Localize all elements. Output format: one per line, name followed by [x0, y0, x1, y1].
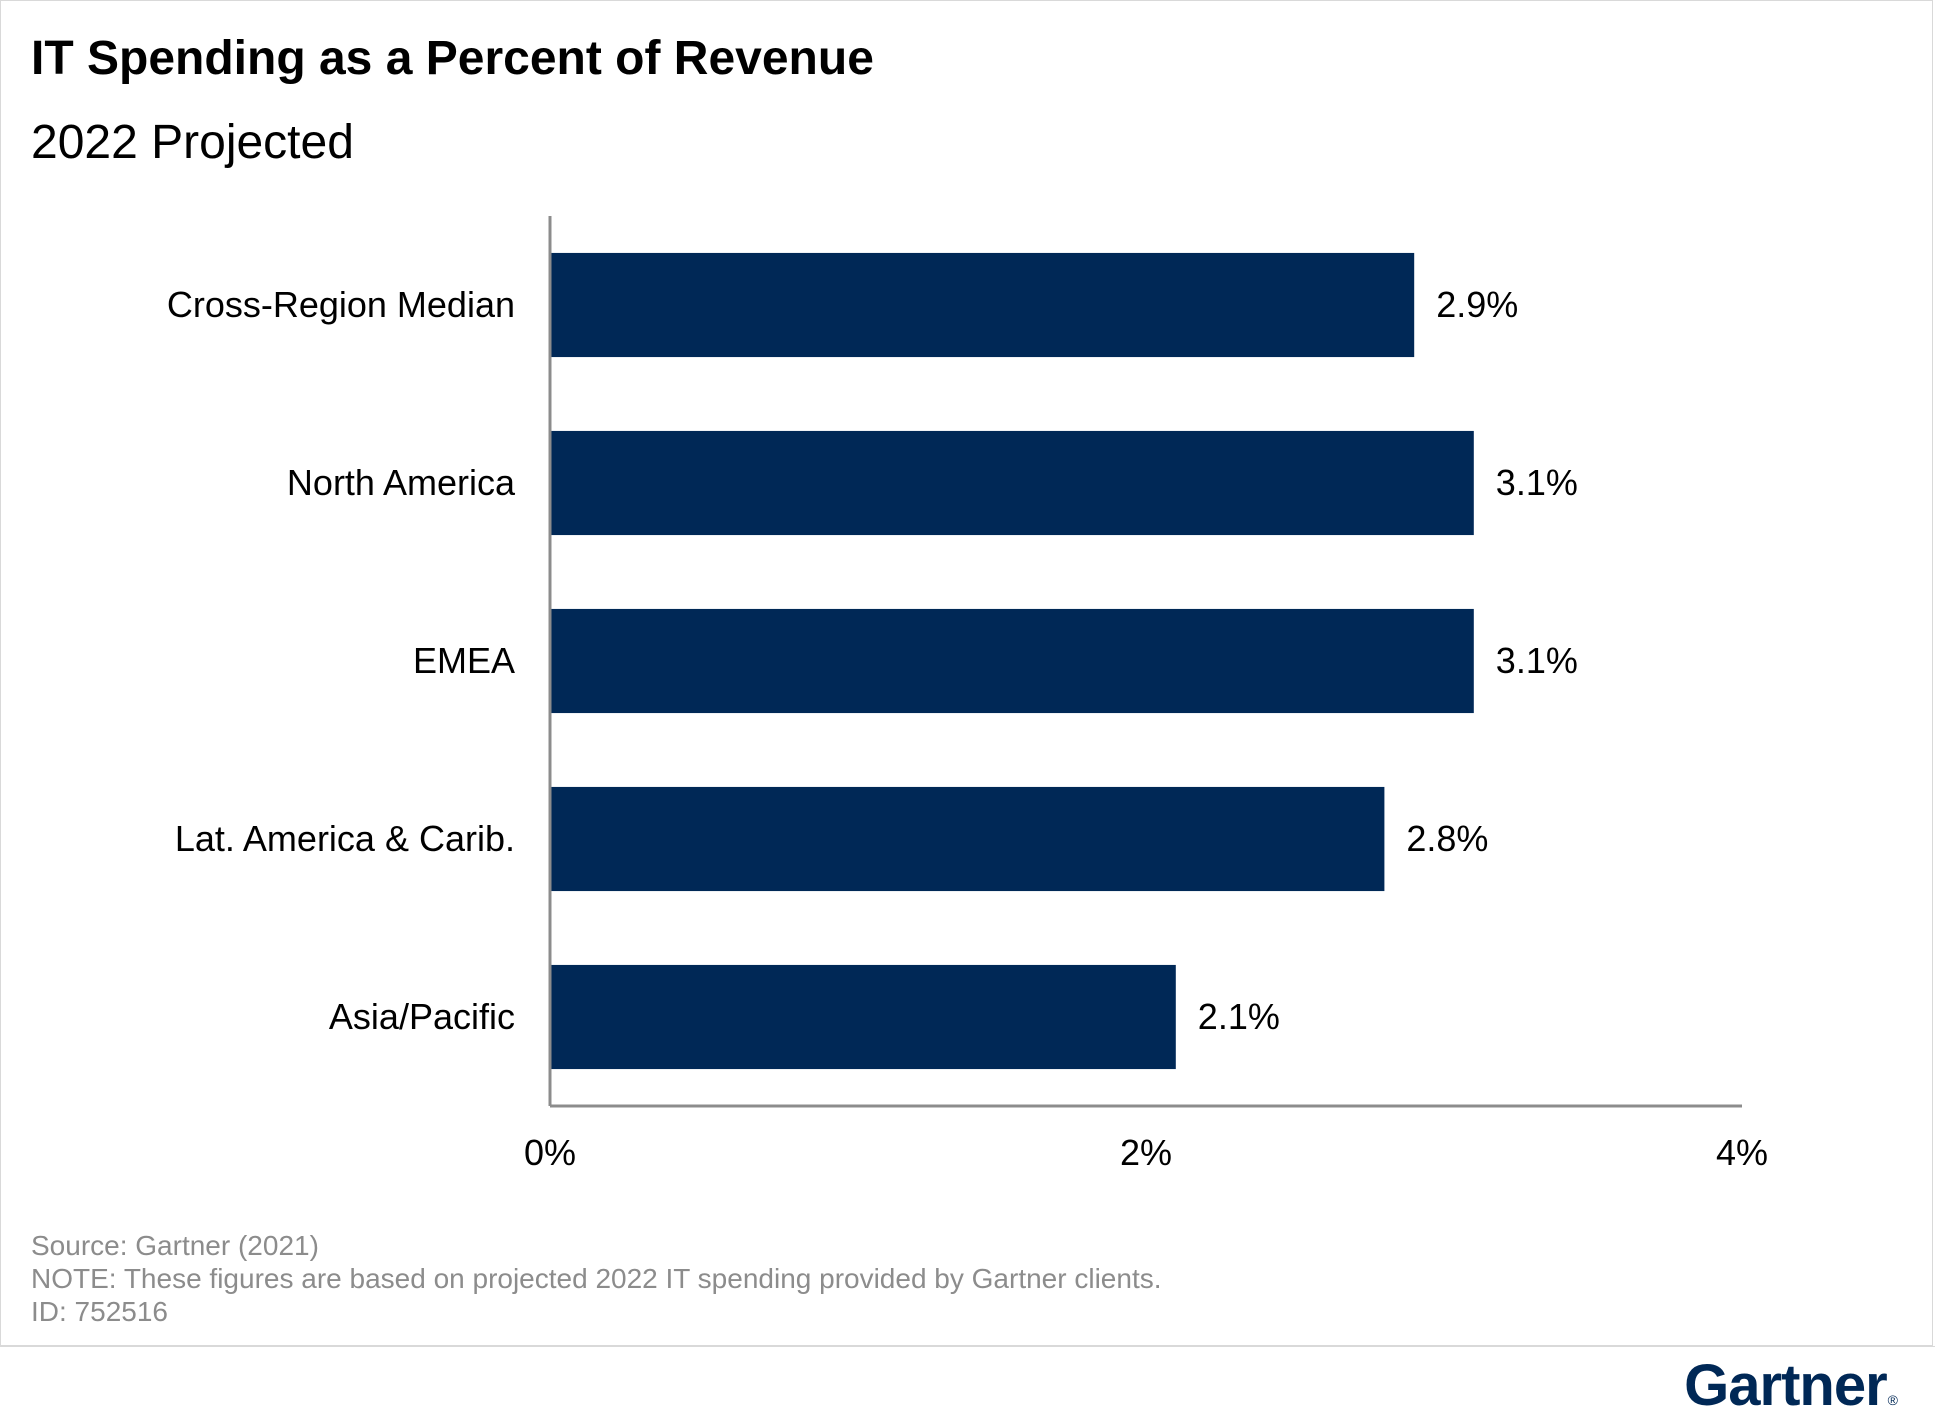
logo-text: Gartner	[1684, 1353, 1888, 1418]
figure-id: ID: 752516	[31, 1296, 168, 1327]
gartner-logo: Gartner®	[1684, 1352, 1898, 1419]
data-label-2: 3.1%	[1496, 640, 1578, 681]
source-note: Source: Gartner (2021)	[31, 1230, 319, 1261]
data-label-0: 2.9%	[1436, 284, 1518, 325]
footer-divider	[0, 1346, 1935, 1347]
x-tick-label-1: 2%	[1120, 1132, 1172, 1173]
category-label-4: Asia/Pacific	[329, 996, 515, 1037]
registered-mark: ®	[1887, 1392, 1898, 1408]
bar-4	[551, 964, 1176, 1070]
data-label-3: 2.8%	[1406, 818, 1488, 859]
chart-title: IT Spending as a Percent of Revenue	[31, 32, 874, 85]
chart-subtitle: 2022 Projected	[31, 116, 354, 169]
bar-0	[551, 252, 1415, 358]
category-label-0: Cross-Region Median	[167, 284, 515, 325]
data-note: NOTE: These figures are based on project…	[31, 1263, 1162, 1294]
data-label-4: 2.1%	[1198, 996, 1280, 1037]
x-tick-label-0: 0%	[524, 1132, 576, 1173]
x-tick-label-2: 4%	[1716, 1132, 1768, 1173]
bar-2	[551, 608, 1474, 714]
category-label-1: North America	[287, 462, 516, 503]
bar-chart: Cross-Region Median 2.9% North America 3.1%…	[167, 216, 1768, 1173]
category-label-2: EMEA	[413, 640, 515, 681]
data-label-1: 3.1%	[1496, 462, 1578, 503]
bar-1	[551, 430, 1474, 536]
category-label-3: Lat. America & Carib.	[175, 818, 515, 859]
chart-frame: IT Spending as a Percent of Revenue 2022…	[0, 0, 1933, 1346]
bar-3	[551, 786, 1385, 892]
footnotes: Source: Gartner (2021) NOTE: These figur…	[31, 1229, 1162, 1328]
